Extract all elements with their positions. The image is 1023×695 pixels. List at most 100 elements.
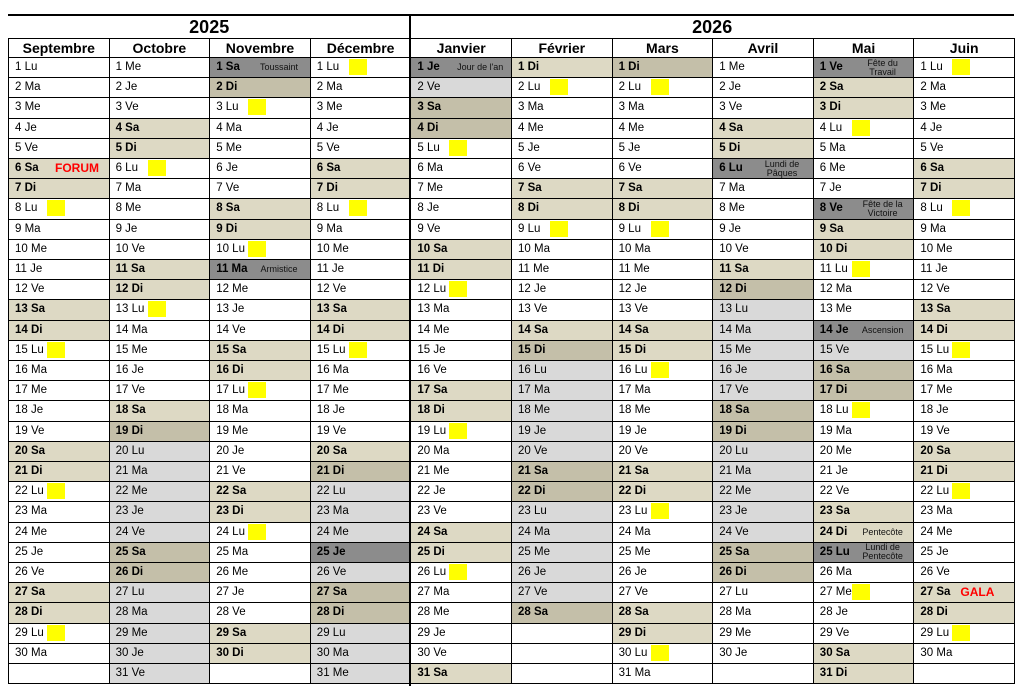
day-cell: 11 Je: [8, 260, 110, 281]
day-cell: 15 Me: [712, 340, 814, 361]
day-cell: 14 Sa: [611, 320, 714, 341]
day-cell: 15 Di: [611, 340, 714, 361]
day-cell: 25 Me: [511, 542, 613, 563]
day-cell: 23 Ve: [410, 502, 512, 523]
day-label: 15 Je: [417, 343, 446, 356]
day-label: 10 Me: [316, 242, 349, 255]
day-label: 22 Me: [115, 485, 148, 498]
day-cell: 10 Me: [309, 239, 412, 260]
day-label: 27 Lu: [719, 586, 748, 599]
day-cell: 10 Ma: [511, 239, 613, 260]
day-label: 28 Sa: [518, 606, 549, 619]
day-label: 12 Je: [618, 283, 647, 296]
day-label: 28 Ma: [719, 606, 752, 619]
day-cell: 7 Sa: [611, 179, 714, 200]
day-cell: 6 Je: [209, 159, 311, 180]
day-label: 21 Me: [417, 465, 450, 477]
day-cell: 18 Di: [410, 401, 512, 422]
day-cell: 10 Me: [913, 239, 1015, 260]
day-label: 28 Ve: [216, 606, 246, 619]
day-cell: 16 Lu: [511, 361, 613, 382]
month-header: Septembre: [8, 38, 110, 58]
day-label: 11 Je: [15, 263, 43, 275]
month-header: Décembre: [309, 38, 412, 58]
day-cell: 2 Je: [712, 78, 814, 99]
day-label: 21 Di: [15, 465, 43, 477]
day-label: 28 Di: [316, 606, 345, 619]
day-cell: 26 Ve: [913, 563, 1015, 584]
day-label: 11 Sa: [719, 263, 749, 275]
day-cell: 9 Lu: [611, 219, 714, 240]
day-label: 10 Ve: [115, 242, 146, 255]
day-cell: 23 Ma: [8, 502, 110, 523]
day-label: 14 Di: [316, 323, 345, 336]
day-label: 21 Di: [316, 465, 345, 477]
day-cell: 20 Lu: [712, 441, 814, 462]
day-cell: 3 Ma: [511, 98, 613, 119]
day-label: 23 Je: [719, 505, 748, 518]
day-label: 25 Sa: [719, 545, 750, 558]
day-cell: 3 Me: [913, 98, 1015, 119]
marker: [952, 624, 971, 641]
day-cell: 2 Lu: [611, 78, 714, 99]
day-cell: 20 Ma: [410, 441, 512, 462]
day-label: 13 Ve: [618, 303, 649, 316]
marker: [851, 261, 870, 277]
day-label: 30 Sa: [819, 646, 850, 659]
day-cell: 16 Sa: [812, 361, 915, 382]
day-cell: 13 Lu: [108, 300, 211, 321]
day-label: 13 Ma: [417, 303, 450, 316]
day-cell: 23 Sa: [812, 502, 915, 523]
day-cell: 4 Ma: [209, 118, 311, 139]
day-cell: 26 Di: [108, 563, 211, 584]
day-cell: 25 Je: [309, 542, 412, 563]
day-cell: 18 Je: [309, 401, 412, 422]
day-label: 8 Ve: [819, 202, 843, 215]
day-cell: 1 Je Jour de l'an: [410, 58, 512, 79]
day-cell: 10 Ve: [108, 239, 211, 260]
day-label: 3 Ve: [719, 101, 743, 114]
day-label: 24 Ma: [518, 525, 550, 538]
day-cell: 2 Je: [108, 78, 211, 99]
day-label: 3 Me: [920, 101, 946, 114]
day-label: 4 Je: [15, 121, 37, 134]
day-label: 29 Lu: [920, 626, 950, 639]
month-header: Octobre: [108, 38, 211, 58]
day-cell: 26 Ma: [812, 563, 915, 584]
day-label: 25 Je: [920, 545, 949, 558]
day-label: 9 Ma: [316, 222, 343, 235]
day-label: 22 Sa: [216, 485, 247, 498]
day-label: 17 Ve: [115, 384, 146, 397]
day-label: 6 Lu: [115, 162, 138, 174]
day-label: 22 Ve: [819, 485, 850, 498]
day-label: 1 Lu: [920, 61, 943, 73]
day-label: 17 Me: [15, 384, 47, 397]
marker: [650, 79, 669, 96]
day-cell: 10 Ve: [712, 239, 814, 260]
day-cell: 28 Di: [8, 603, 110, 624]
day-label: 26 Je: [618, 566, 647, 578]
day-label: 5 Me: [216, 141, 242, 154]
day-label: 20 Sa: [15, 444, 46, 457]
day-cell: 3 Di: [812, 98, 915, 119]
day-label: 15 Lu: [920, 343, 950, 356]
day-label: 8 Di: [618, 202, 640, 215]
day-label: 18 Je: [15, 404, 44, 417]
day-cell: 27 Sa: [8, 583, 110, 604]
day-cell: 7 Di: [913, 179, 1015, 200]
day-cell: 14 Di: [913, 320, 1015, 341]
day-cell: 3 Ma: [611, 98, 714, 119]
day-cell: 11 Je: [913, 260, 1015, 281]
marker: [248, 523, 267, 540]
day-label: 26 Di: [115, 566, 144, 578]
day-cell: 23 Je: [712, 502, 814, 523]
day-cell: 7 Sa: [511, 179, 613, 200]
day-label: 11 Lu: [819, 263, 848, 275]
day-cell: 10 Ma: [611, 239, 714, 260]
day-cell: 20 Ve: [511, 441, 613, 462]
day-cell: 10 Me: [8, 239, 110, 260]
day-label: 17 Ve: [719, 384, 749, 397]
day-label: 2 Di: [216, 81, 238, 94]
day-cell: 22 Lu: [913, 482, 1015, 503]
day-label: 19 Ve: [15, 424, 45, 437]
